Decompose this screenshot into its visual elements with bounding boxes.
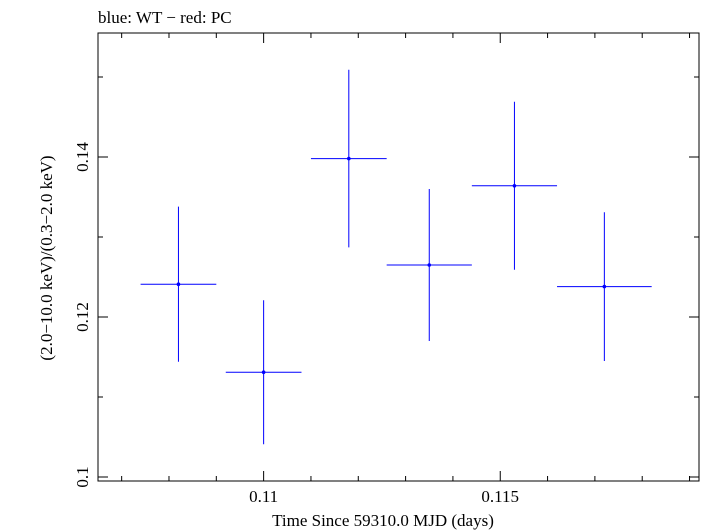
- y-tick-label: 0.1: [73, 466, 92, 487]
- axis-tick-labels: 0.11 0.115 0.1 0.12 0.14: [73, 142, 519, 506]
- point-marker: [261, 370, 266, 375]
- data-points: [140, 69, 652, 445]
- data-point: [225, 300, 302, 445]
- y-tick-label: 0.12: [73, 302, 92, 332]
- plot-frame: [97, 32, 700, 482]
- data-point: [310, 69, 387, 248]
- point-marker: [176, 282, 181, 287]
- chart-title: blue: WT − red: PC: [98, 8, 232, 27]
- point-marker: [512, 184, 517, 188]
- y-axis-label: (2.0−10.0 keV)/(0.3−2.0 keV): [37, 155, 56, 360]
- y-tick-label: 0.14: [73, 142, 92, 172]
- point-marker: [602, 284, 607, 289]
- data-point: [140, 206, 217, 362]
- x-tick-label: 0.115: [481, 487, 519, 506]
- x-axis-label: Time Since 59310.0 MJD (days): [272, 511, 494, 530]
- point-marker: [427, 263, 432, 267]
- data-point: [557, 212, 652, 361]
- data-point: [386, 189, 472, 341]
- data-point: [471, 101, 558, 270]
- axis-ticks: [98, 33, 699, 481]
- x-tick-label: 0.11: [249, 487, 278, 506]
- point-marker: [347, 156, 351, 161]
